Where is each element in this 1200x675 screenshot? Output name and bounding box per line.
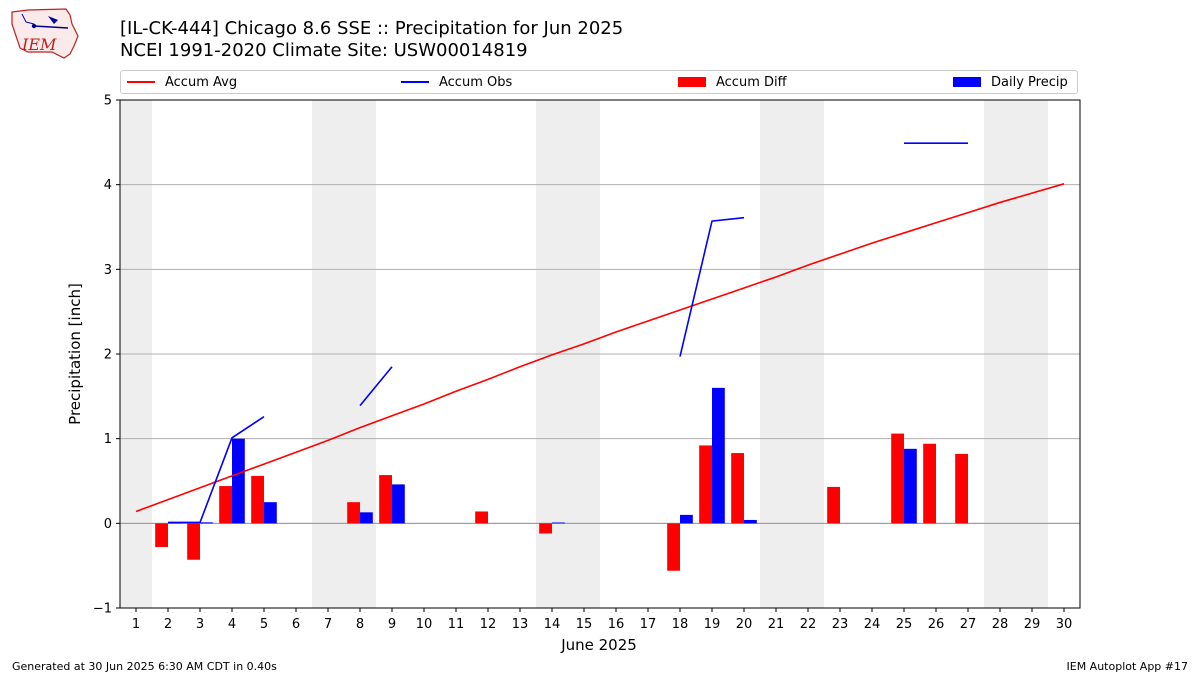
daily-precip-bar bbox=[712, 387, 725, 524]
accum-diff-bar bbox=[827, 486, 840, 524]
footer-app: IEM Autoplot App #17 bbox=[1066, 660, 1189, 673]
bars bbox=[155, 387, 968, 571]
x-tick-label: 6 bbox=[292, 617, 300, 632]
axis-labels: June 2025 Precipitation [inch] bbox=[66, 283, 637, 654]
daily-precip-bar bbox=[680, 514, 693, 524]
accum-diff-bar bbox=[731, 453, 744, 524]
legend-swatch bbox=[953, 77, 981, 87]
x-tick-label: 29 bbox=[1024, 617, 1041, 632]
series-lines bbox=[135, 142, 1065, 524]
daily-precip-bar bbox=[392, 484, 405, 524]
daily-precip-bar bbox=[360, 512, 373, 524]
accum-diff-bar bbox=[379, 475, 392, 524]
x-tick-label: 27 bbox=[960, 617, 977, 632]
accum-diff-bar bbox=[347, 502, 360, 524]
x-tick-label: 24 bbox=[864, 617, 881, 632]
x-tick-label: 19 bbox=[704, 617, 721, 632]
x-tick-label: 3 bbox=[196, 617, 204, 632]
legend-item-accum-avg: Accum Avg bbox=[127, 71, 237, 93]
y-axis-label: Precipitation [inch] bbox=[66, 283, 84, 425]
accum-obs-line bbox=[359, 366, 393, 407]
x-tick-label: 30 bbox=[1056, 617, 1073, 632]
accum-diff-bar bbox=[539, 523, 552, 534]
x-tick-label: 20 bbox=[736, 617, 753, 632]
x-tick-label: 15 bbox=[576, 617, 593, 632]
accum-diff-bar bbox=[251, 475, 264, 524]
legend-label: Accum Avg bbox=[165, 74, 238, 90]
y-tick-label: −1 bbox=[93, 602, 112, 617]
y-tick-label: 3 bbox=[104, 263, 112, 278]
x-tick-label: 21 bbox=[768, 617, 785, 632]
x-tick-label: 2 bbox=[164, 617, 172, 632]
y-tick-label: 1 bbox=[104, 432, 112, 447]
accum-avg-line bbox=[135, 183, 1065, 513]
accum-diff-bar bbox=[891, 433, 904, 524]
x-tick-label: 25 bbox=[896, 617, 913, 632]
x-tick-label: 22 bbox=[800, 617, 817, 632]
accum-diff-bar bbox=[923, 443, 936, 524]
daily-precip-bar bbox=[904, 448, 917, 524]
legend-swatch bbox=[401, 81, 429, 83]
y-tick-label: 0 bbox=[104, 517, 112, 532]
daily-precip-bar bbox=[264, 502, 277, 524]
x-tick-label: 16 bbox=[608, 617, 625, 632]
x-tick-label: 17 bbox=[640, 617, 657, 632]
x-tick-label: 10 bbox=[416, 617, 433, 632]
chart-subtitle: NCEI 1991-2020 Climate Site: USW00014819 bbox=[120, 40, 528, 61]
x-axis-label: June 2025 bbox=[560, 636, 637, 654]
x-tick-label: 23 bbox=[832, 617, 849, 632]
accum-obs-line bbox=[168, 415, 265, 524]
y-tick-label: 5 bbox=[104, 94, 112, 109]
legend-swatch bbox=[678, 77, 706, 87]
accum-obs-line bbox=[679, 216, 745, 357]
daily-precip-bar bbox=[744, 519, 757, 524]
x-tick-label: 8 bbox=[356, 617, 364, 632]
y-tick-label: 4 bbox=[104, 178, 112, 193]
legend-label: Accum Obs bbox=[439, 74, 513, 90]
x-tick-label: 11 bbox=[448, 617, 465, 632]
daily-precip-bar bbox=[552, 522, 565, 524]
x-tick-label: 9 bbox=[388, 617, 396, 632]
y-tick-label: 2 bbox=[104, 348, 112, 363]
accum-diff-bar bbox=[475, 511, 488, 524]
iem-logo: IEM bbox=[11, 8, 79, 59]
svg-text:IEM: IEM bbox=[21, 35, 57, 54]
x-tick-label: 26 bbox=[928, 617, 945, 632]
legend-label: Daily Precip bbox=[991, 74, 1068, 90]
x-tick-label: 18 bbox=[672, 617, 689, 632]
accum-diff-bar bbox=[155, 523, 168, 548]
accum-diff-bar bbox=[219, 486, 232, 524]
x-tick-label: 1 bbox=[132, 617, 140, 632]
footer-generated: Generated at 30 Jun 2025 6:30 AM CDT in … bbox=[12, 660, 277, 673]
x-tick-label: 4 bbox=[228, 617, 236, 632]
x-tick-label: 13 bbox=[512, 617, 529, 632]
daily-precip-bar bbox=[200, 522, 213, 524]
legend-swatch bbox=[127, 81, 155, 83]
x-tick-label: 28 bbox=[992, 617, 1009, 632]
x-tick-label: 12 bbox=[480, 617, 497, 632]
legend-item-accum-obs: Accum Obs bbox=[401, 71, 512, 93]
legend: Accum Avg Accum Obs Accum Diff Daily Pre… bbox=[120, 70, 1078, 94]
accum-diff-bar bbox=[699, 445, 712, 524]
x-tick-label: 14 bbox=[544, 617, 561, 632]
legend-item-daily-precip: Daily Precip bbox=[953, 71, 1068, 93]
chart-title: [IL-CK-444] Chicago 8.6 SSE :: Precipita… bbox=[120, 18, 624, 39]
legend-label: Accum Diff bbox=[716, 74, 787, 90]
accum-diff-bar bbox=[955, 453, 968, 524]
x-tick-label: 5 bbox=[260, 617, 268, 632]
x-tick-label: 7 bbox=[324, 617, 332, 632]
accum-diff-bar bbox=[667, 523, 680, 571]
legend-item-accum-diff: Accum Diff bbox=[678, 71, 787, 93]
daily-precip-bar bbox=[232, 438, 245, 524]
accum-diff-bar bbox=[187, 523, 200, 560]
